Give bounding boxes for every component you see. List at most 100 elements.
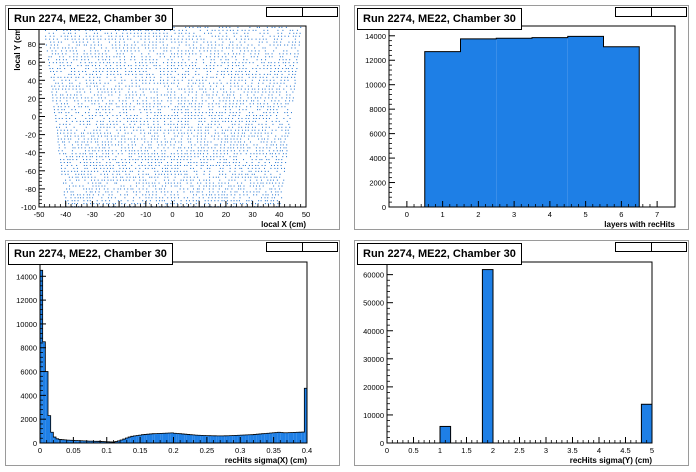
data-point (271, 97, 273, 99)
data-point (120, 200, 122, 202)
data-point (124, 147, 126, 149)
data-point (190, 138, 192, 140)
data-point (209, 194, 211, 196)
pad-title: Run 2274, ME22, Chamber 30 (8, 243, 173, 265)
data-point (91, 138, 93, 140)
data-point (269, 73, 271, 75)
data-point (145, 68, 147, 70)
data-point (190, 164, 192, 166)
data-point (160, 188, 162, 190)
data-point (66, 156, 68, 158)
data-point (177, 50, 179, 52)
data-point (181, 41, 183, 43)
data-point (153, 123, 155, 125)
data-point (151, 197, 153, 199)
data-point (157, 100, 159, 102)
data-point (171, 70, 173, 72)
data-point (228, 106, 230, 108)
data-point (99, 162, 101, 164)
data-point (90, 203, 92, 205)
data-point (98, 191, 100, 193)
data-point (102, 100, 104, 102)
data-point (102, 59, 104, 61)
bar (194, 435, 198, 443)
data-point (224, 53, 226, 55)
data-point (142, 188, 144, 190)
data-point (65, 79, 67, 81)
data-point (225, 100, 227, 102)
data-point (241, 73, 243, 75)
data-point (234, 115, 236, 117)
data-point (188, 82, 190, 84)
data-point (76, 56, 78, 58)
data-point (162, 79, 164, 81)
data-point (229, 88, 231, 90)
data-point (279, 59, 281, 61)
data-point (89, 159, 91, 161)
data-point (271, 141, 273, 143)
data-point (256, 179, 258, 181)
data-point (228, 179, 230, 181)
data-point (231, 176, 233, 178)
data-point (171, 76, 173, 78)
data-point (159, 56, 161, 58)
data-point (261, 59, 263, 61)
data-point (266, 182, 268, 184)
data-point (230, 194, 232, 196)
data-point (144, 132, 146, 134)
data-point (85, 35, 87, 37)
data-point (81, 176, 83, 178)
data-point (214, 29, 216, 31)
data-point (74, 200, 76, 202)
data-point (53, 109, 55, 111)
data-point (159, 68, 161, 70)
data-point (125, 179, 127, 181)
data-point (151, 176, 153, 178)
data-point (79, 194, 81, 196)
data-point (118, 85, 120, 87)
y-tick-label: -100 (21, 203, 36, 212)
data-point (109, 68, 111, 70)
data-point (211, 109, 213, 111)
data-point (101, 179, 103, 181)
data-point (238, 123, 240, 125)
data-point (76, 50, 78, 52)
data-point (234, 85, 236, 87)
data-point (245, 126, 247, 128)
data-point (193, 41, 195, 43)
data-point (260, 176, 262, 178)
x-tick-label: 0.05 (66, 446, 81, 455)
data-point (86, 53, 88, 55)
data-point (210, 32, 212, 34)
data-point (93, 132, 95, 134)
data-point (263, 29, 265, 31)
data-point (123, 179, 125, 181)
data-point (287, 103, 289, 105)
data-point (123, 38, 125, 40)
bar (130, 436, 134, 443)
data-point (54, 85, 56, 87)
data-point (247, 35, 249, 37)
data-point (79, 153, 81, 155)
data-point (198, 197, 200, 199)
data-point (198, 120, 200, 122)
data-point (135, 182, 137, 184)
data-point (161, 185, 163, 187)
data-point (236, 138, 238, 140)
data-point (229, 112, 231, 114)
data-point (119, 129, 121, 131)
data-point (255, 185, 257, 187)
data-point (123, 47, 125, 49)
data-point (65, 88, 67, 90)
data-point (236, 53, 238, 55)
data-point (122, 162, 124, 164)
data-point (127, 132, 129, 134)
data-point (286, 94, 288, 96)
data-point (153, 129, 155, 131)
data-point (62, 85, 64, 87)
bar (42, 341, 46, 443)
data-point (203, 38, 205, 40)
data-point (151, 138, 153, 140)
data-point (248, 123, 250, 125)
data-point (178, 173, 180, 175)
